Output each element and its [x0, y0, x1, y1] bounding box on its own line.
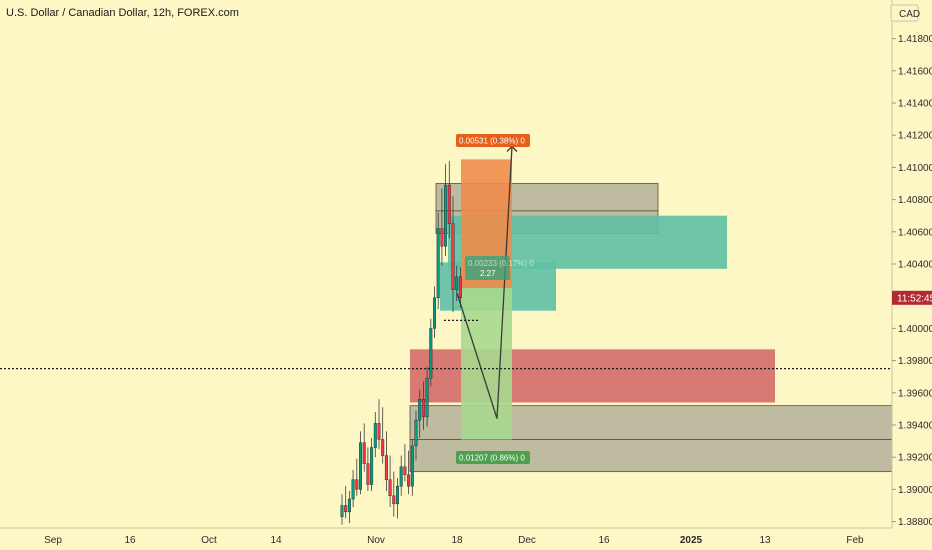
target-badge-label: 0.00531 (0.38%) 0 [459, 137, 525, 146]
price-axis-bg [892, 0, 932, 550]
candle-body [433, 297, 437, 329]
candle-body [447, 184, 451, 224]
target-badge: 0.00531 (0.38%) 0 [456, 134, 530, 147]
entry-badge: 0.00233 (0.17%) 02.27 [465, 256, 534, 280]
y-tick-label: 1.38800 [898, 517, 932, 528]
x-tick-label: 18 [451, 535, 463, 546]
candle-body [418, 399, 422, 421]
candle-body [436, 228, 440, 299]
candle-body [444, 184, 448, 247]
y-tick-label: 1.40400 [898, 260, 932, 271]
position-layer [461, 159, 512, 440]
y-tick-label: 1.41800 [898, 34, 932, 45]
chart-title: U.S. Dollar / Canadian Dollar, 12h, FORE… [6, 7, 239, 19]
x-tick-label: Feb [846, 535, 864, 546]
candle-body [414, 419, 418, 447]
entry-badge-label: 0.00233 (0.17%) 0 [468, 259, 534, 268]
candle-body [351, 479, 355, 500]
stop-badge: 0.01207 (0.86%) 0 [456, 451, 530, 464]
candle-body [381, 439, 385, 456]
candle-body [373, 423, 377, 448]
y-tick-label: 1.39200 [898, 453, 932, 464]
candle-body [451, 223, 455, 290]
x-tick-label: 14 [270, 535, 282, 546]
x-tick-label: Dec [518, 535, 536, 546]
candle-body [440, 228, 444, 247]
candle-body [362, 442, 366, 464]
candle-body [344, 505, 348, 513]
x-tick-label: Nov [367, 535, 385, 546]
stop-badge-label: 0.01207 (0.86%) 0 [459, 454, 525, 463]
candle-body [377, 423, 381, 440]
y-tick-label: 1.39600 [898, 388, 932, 399]
y-tick-label: 1.40000 [898, 324, 932, 335]
y-tick-label: 1.40800 [898, 195, 932, 206]
x-tick-label: Oct [201, 535, 217, 546]
candle-body [388, 479, 392, 497]
y-tick-label: 1.41000 [898, 163, 932, 174]
candle-body [455, 276, 459, 290]
candle-body [421, 399, 425, 418]
x-tick-label: 16 [598, 535, 610, 546]
candles-layer [340, 160, 462, 525]
candle-body [458, 276, 462, 299]
candle-body [429, 328, 433, 379]
candle-body [384, 455, 388, 480]
y-tick-label: 1.39000 [898, 485, 932, 496]
candle-body [399, 466, 403, 487]
x-axis-ticks: Sep 16 Oct 14 Nov 18 Dec 16 2025 13 Feb [44, 535, 864, 546]
y-tick-label: 1.39400 [898, 420, 932, 431]
x-tick-label: Sep [44, 535, 62, 546]
candle-body [410, 445, 414, 487]
stop-badge-bg [456, 451, 530, 464]
candle-body [347, 498, 351, 513]
x-tick-label: 2025 [680, 535, 703, 546]
y-tick-label: 1.41400 [898, 99, 932, 110]
candle-body [340, 505, 344, 517]
candle-body [407, 474, 411, 487]
candle-body [392, 495, 396, 505]
current-price-tag: 11:52:45 [892, 290, 932, 305]
y-tick-label: 1.41600 [898, 66, 932, 77]
x-tick-label: 13 [759, 535, 771, 546]
candle-body [359, 442, 363, 490]
candle-body [370, 447, 374, 485]
projection-path [456, 146, 513, 419]
stop-zone [461, 288, 512, 440]
candle-body [425, 378, 429, 418]
target-badge-bg [456, 134, 530, 147]
candle-body [355, 479, 359, 490]
candle-body [366, 463, 370, 485]
candle-body [403, 466, 407, 476]
entry-badge-bg [465, 256, 510, 280]
candle-body [396, 485, 400, 505]
y-tick-label: 1.41200 [898, 131, 932, 142]
ratio-label: 2.27 [480, 269, 496, 278]
overlay-layer: 0.00531 (0.38%) 0 0.01207 (0.86%) 0 0.0023… [0, 134, 892, 464]
y-tick-label: 1.39800 [898, 356, 932, 367]
currency-box [890, 4, 919, 22]
current-price-label: 11:52:45 [897, 293, 932, 304]
y-tick-label: 1.40600 [898, 227, 932, 238]
currency-label[interactable]: CAD [899, 9, 920, 20]
x-tick-label: 16 [124, 535, 136, 546]
